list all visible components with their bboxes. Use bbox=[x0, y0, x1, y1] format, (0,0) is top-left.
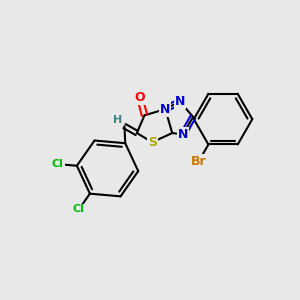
Text: N: N bbox=[160, 103, 170, 116]
Text: N: N bbox=[175, 95, 185, 108]
Text: S: S bbox=[148, 136, 157, 149]
Text: O: O bbox=[135, 91, 145, 104]
Text: Cl: Cl bbox=[73, 204, 85, 214]
Text: N: N bbox=[178, 128, 188, 141]
Text: Br: Br bbox=[190, 155, 206, 168]
Text: H: H bbox=[113, 115, 122, 125]
Text: Cl: Cl bbox=[52, 159, 64, 169]
